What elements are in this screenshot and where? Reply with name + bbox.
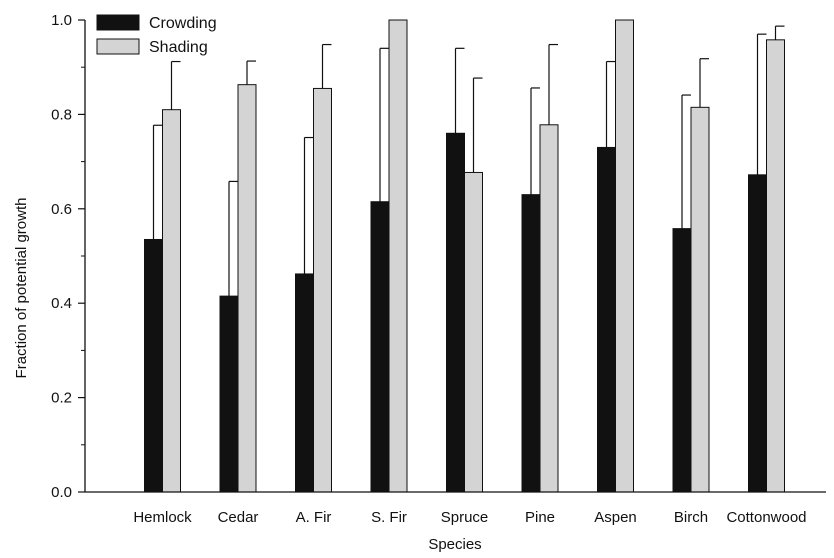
bar-crowding bbox=[597, 146, 616, 493]
y-tick-label: 0.6 bbox=[51, 201, 72, 218]
x-tick-label: Cottonwood bbox=[726, 509, 806, 526]
bar-crowding bbox=[219, 295, 239, 493]
bar-crowding bbox=[144, 238, 163, 493]
x-tick-label: Aspen bbox=[594, 509, 637, 526]
bar-shading bbox=[388, 19, 408, 493]
bar-shading bbox=[313, 87, 332, 493]
bars bbox=[144, 19, 785, 493]
y-axis-ticks: 0.0 0.2 0.4 0.6 0.8 1.0 bbox=[51, 12, 85, 501]
legend-swatch-shading bbox=[96, 38, 140, 55]
x-tick-label: Pine bbox=[525, 509, 555, 526]
x-tick-label: Birch bbox=[674, 509, 708, 526]
bar-crowding bbox=[446, 132, 465, 493]
y-tick-label: 0.0 bbox=[51, 484, 72, 501]
bar-shading bbox=[162, 109, 181, 493]
bar-crowding bbox=[672, 228, 692, 493]
legend-label-crowding: Crowding bbox=[149, 15, 217, 32]
error-bars bbox=[152, 25, 785, 297]
bar-shading bbox=[766, 39, 785, 493]
x-tick-label: Cedar bbox=[218, 509, 259, 526]
y-tick-label: 0.4 bbox=[51, 295, 72, 312]
x-tick-label: A. Fir bbox=[296, 509, 332, 526]
legend-swatch-crowding bbox=[96, 14, 140, 31]
x-tick-label: Spruce bbox=[441, 509, 489, 526]
x-tick-label: S. Fir bbox=[371, 509, 407, 526]
bar-crowding bbox=[295, 273, 314, 493]
y-axis-label: Fraction of potential growth bbox=[13, 198, 30, 379]
y-tick-label: 0.8 bbox=[51, 106, 72, 123]
bar-shading bbox=[464, 171, 483, 493]
bar-shading bbox=[615, 19, 634, 493]
bar-shading bbox=[539, 124, 559, 493]
x-axis-tick-labels: Hemlock Cedar A. Fir S. Fir Spruce Pine Aspen B… bbox=[133, 509, 806, 526]
legend-label-shading: Shading bbox=[149, 39, 208, 56]
bar-crowding bbox=[370, 201, 390, 493]
bar-shading bbox=[237, 84, 257, 493]
y-tick-label: 0.2 bbox=[51, 390, 72, 407]
bar-crowding bbox=[748, 174, 767, 493]
y-tick-label: 1.0 bbox=[51, 12, 72, 29]
x-tick-label: Hemlock bbox=[133, 509, 192, 526]
bar-shading bbox=[690, 106, 710, 493]
x-axis-label: Species bbox=[428, 536, 481, 553]
legend: Crowding Shading bbox=[96, 14, 217, 56]
bar-crowding bbox=[521, 194, 541, 493]
